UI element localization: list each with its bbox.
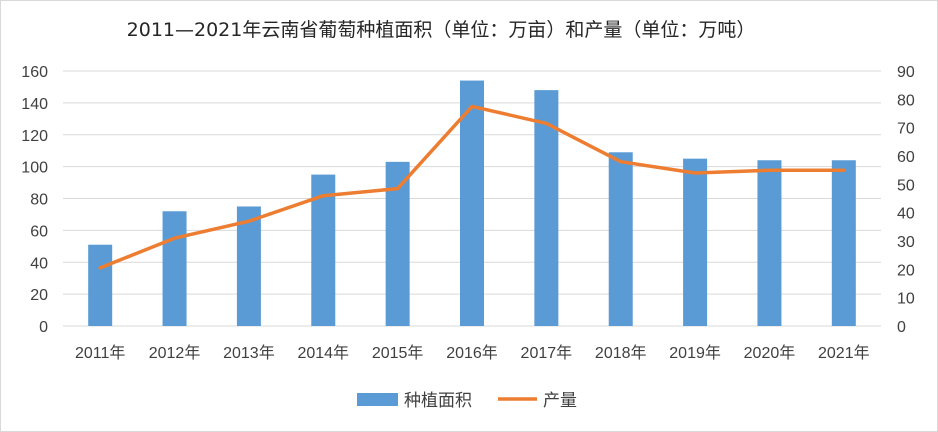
bar-2: [162, 211, 187, 326]
x-tick-label: 2012年: [149, 344, 201, 362]
x-tick-label: 2018年: [595, 344, 647, 362]
x-tick-label: 2011年: [75, 344, 125, 362]
x-tick-label: 2019年: [669, 344, 721, 362]
left-tick-label: 60: [30, 223, 48, 240]
bar-3: [236, 206, 261, 326]
line-point-11: [842, 168, 846, 172]
line-point-9: [693, 171, 697, 175]
line-point-5: [396, 187, 400, 191]
x-tick-label: 2017年: [521, 344, 573, 362]
line-point-1: [98, 266, 102, 270]
bar-10: [757, 160, 782, 326]
left-tick-label: 140: [21, 96, 48, 113]
right-axis-ticks: 0 10 20 30 40 50 60 70 80 90: [897, 64, 915, 336]
x-tick-label: 2013年: [223, 344, 275, 362]
right-tick-label: 80: [897, 92, 915, 109]
right-tick-label: 10: [897, 291, 915, 308]
left-tick-label: 20: [30, 287, 48, 304]
line-point-2: [173, 236, 177, 240]
right-tick-label: 40: [897, 206, 915, 223]
x-tick-label: 2021年: [818, 344, 870, 362]
line-series: [98, 104, 846, 270]
line-point-10: [767, 168, 771, 172]
line-point-4: [321, 194, 325, 198]
x-tick-label: 2015年: [372, 344, 424, 362]
left-tick-label: 40: [30, 255, 48, 272]
x-axis-ticks: 2011年 2012年 2013年 2014年 2015年 2016年 2017年 2018年…: [75, 344, 870, 362]
left-axis-ticks: 0 20 40 60 80 100 120 140 160: [21, 64, 48, 336]
right-tick-label: 70: [897, 121, 915, 138]
right-tick-label: 30: [897, 234, 915, 251]
bar-8: [608, 152, 633, 326]
legend-label-bar: 种植面积: [404, 391, 472, 411]
right-tick-label: 0: [897, 319, 906, 336]
left-tick-label: 160: [21, 64, 48, 81]
left-tick-label: 100: [21, 160, 48, 177]
line-point-8: [619, 160, 623, 164]
bar-11: [831, 160, 856, 326]
bar-6: [460, 80, 484, 326]
right-tick-label: 90: [897, 64, 915, 81]
legend: 种植面积 产量: [357, 391, 577, 411]
line-point-3: [247, 219, 251, 223]
right-tick-label: 50: [897, 177, 915, 194]
right-tick-label: 20: [897, 262, 915, 279]
left-tick-label: 0: [39, 319, 48, 336]
legend-swatch-bar: [357, 393, 398, 406]
bar-7: [534, 90, 559, 326]
x-tick-label: 2014年: [297, 344, 349, 362]
bar-1: [88, 244, 113, 326]
line-point-6: [470, 104, 474, 108]
bar-9: [683, 158, 708, 326]
left-tick-label: 120: [21, 128, 48, 145]
x-tick-label: 2016年: [446, 344, 498, 362]
legend-label-line: 产量: [543, 391, 577, 411]
left-tick-label: 80: [30, 192, 48, 209]
bar-series: [88, 80, 856, 326]
chart-title: 2011—2021年云南省葡萄种植面积（单位：万亩）和产量（单位：万吨）: [126, 19, 756, 41]
right-tick-label: 60: [897, 149, 915, 166]
x-tick-label: 2020年: [744, 344, 796, 362]
line-point-7: [544, 121, 548, 125]
